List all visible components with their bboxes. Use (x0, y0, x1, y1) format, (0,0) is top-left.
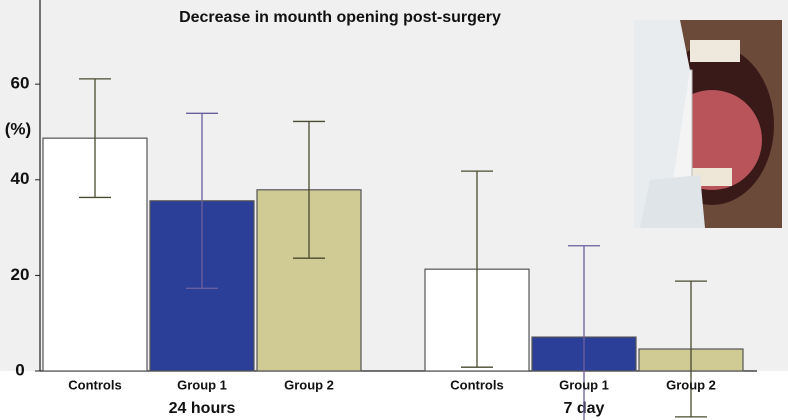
chart-title: Decrease in mounth opening post-surgery (179, 9, 501, 26)
bar-label: Group 1 (559, 377, 609, 392)
error-bar (79, 78, 111, 199)
y-tick-label: 0 (15, 360, 24, 379)
bar (256, 189, 362, 372)
y-tick-label: 40 (11, 169, 30, 188)
error-bar (568, 245, 600, 420)
error-bar (186, 112, 218, 289)
y-axis-label: (%) (5, 119, 31, 138)
photo (634, 20, 782, 228)
y-tick-label: 20 (11, 265, 30, 284)
error-bar (675, 280, 707, 418)
bar-label: Group 2 (284, 377, 334, 392)
category-label: 24 hours (169, 400, 236, 417)
error-bar (293, 120, 325, 259)
y-tick-label: 60 (11, 74, 30, 93)
bar-label: Group 2 (666, 377, 716, 392)
bar-label: Controls (450, 377, 503, 392)
bar-label: Controls (68, 377, 121, 392)
bar-label: Group 1 (177, 377, 227, 392)
error-bar (461, 170, 493, 368)
